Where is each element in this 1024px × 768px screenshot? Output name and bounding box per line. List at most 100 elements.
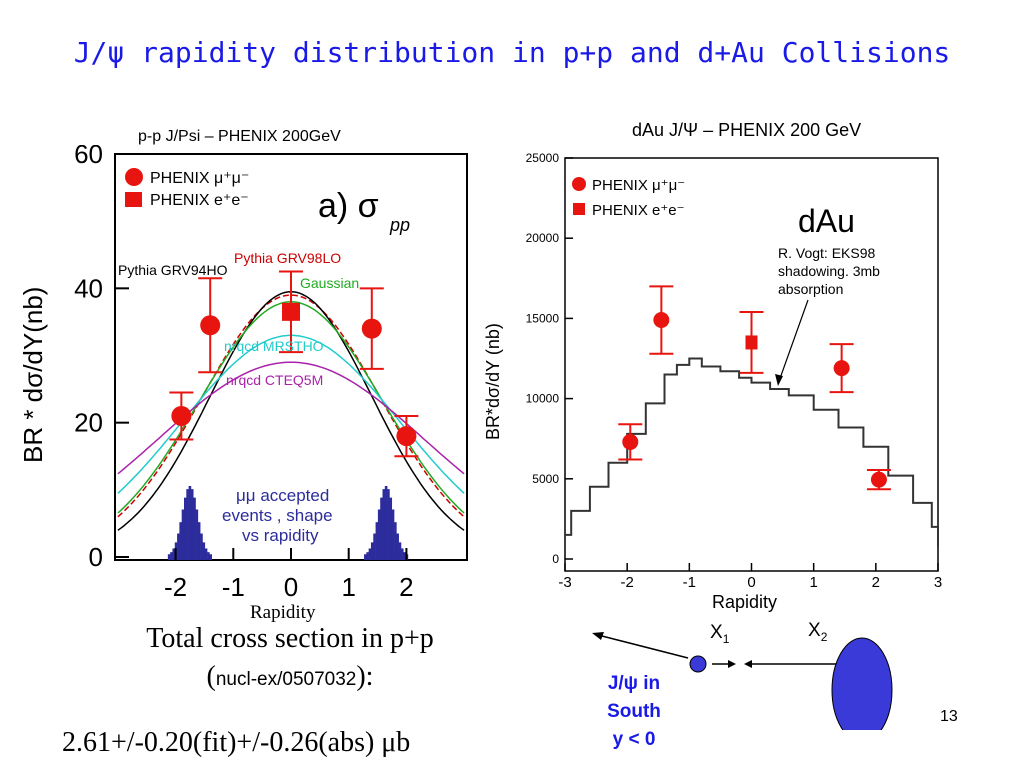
pp-hist-bar — [375, 522, 379, 560]
south-line-2: South — [607, 701, 661, 722]
pp-x-tick-label: 1 — [341, 572, 355, 602]
dau-point-mumu — [622, 433, 639, 450]
pp-hist-bar — [364, 554, 367, 560]
deuteron-circle — [689, 655, 707, 673]
pp-hist-bar — [403, 552, 406, 560]
pp-hist-bar — [370, 542, 374, 560]
pp-hist-bar — [190, 489, 194, 560]
dau-x-tick-label: 1 — [809, 574, 817, 591]
pp-hist-bar — [202, 542, 206, 560]
pp-curve-label-grv94: Pythia GRV94HO — [118, 262, 228, 278]
dau-rapidity-chart: dAu J/Ψ – PHENIX 200 GeV 0 5000 10000 15000… — [483, 120, 942, 612]
dau-y-tick-label: 10000 — [526, 392, 560, 406]
pp-curve-label-cteq5m: nrqcd CTEQ5M — [226, 372, 323, 388]
pp-hist-bar — [400, 548, 404, 560]
dau-x-tick-label: 2 — [872, 574, 880, 591]
pp-hist-bar — [177, 533, 180, 560]
pp-acceptance-line-3: vs rapidity — [242, 526, 319, 545]
jpsi-arrow-line — [597, 634, 689, 659]
dau-legend-circle-marker — [572, 177, 586, 191]
pp-hist-bar — [193, 497, 196, 560]
x2-text: X — [808, 620, 821, 641]
pp-hist-bar — [382, 489, 386, 560]
pp-hist-bar — [184, 497, 187, 560]
pp-legend-circle-marker — [125, 168, 143, 186]
pp-hist-bar — [167, 554, 171, 560]
dau-annotation-arrowhead — [775, 374, 783, 386]
pp-y-axis-label: BR * dσ/dY(nb) — [18, 287, 48, 463]
dau-annotation-line-2: shadowing. 3mb — [778, 263, 880, 279]
page-number: 13 — [940, 708, 958, 725]
pp-curve-label-mrstho: nrqcd MRSTHO — [224, 338, 324, 354]
dau-point-mumu — [870, 471, 887, 488]
dau-panel-label: dAu — [798, 203, 855, 239]
dau-x-ticks: -3 -2 -1 0 1 2 3 — [558, 563, 942, 591]
dau-x-tick-label: -1 — [683, 574, 696, 591]
dau-plot-title: dAu J/Ψ – PHENIX 200 GeV — [632, 120, 861, 140]
x2-label: X2 — [808, 620, 827, 644]
x1-text: X — [710, 622, 723, 643]
pp-hist-bar — [200, 533, 203, 560]
dau-data-points — [618, 285, 891, 491]
pp-x-tick-label: 0 — [284, 572, 298, 602]
jpsi-south-label: J/ψ in South y < 0 — [584, 670, 684, 754]
pp-legend-square-marker — [125, 192, 142, 207]
pp-hist-bar — [368, 548, 372, 560]
dau-legend-ee: PHENIX e⁺e⁻ — [592, 202, 685, 219]
pp-hist-bar — [207, 552, 210, 560]
pp-x-axis-label: Rapidity — [250, 602, 316, 623]
pp-acceptance-line-2: events , shape — [222, 506, 333, 525]
dau-y-axis-label: BR*dσ/dY (nb) — [483, 323, 503, 440]
dau-y-tick-label: 0 — [552, 552, 559, 566]
pp-hist-bar — [377, 509, 381, 560]
pp-hist-bar — [170, 552, 173, 560]
dau-x-tick-label: -3 — [558, 574, 571, 591]
pp-y-tick-label: 40 — [74, 273, 103, 303]
pp-point-mumu — [396, 426, 417, 447]
pp-panel-sub: pp — [389, 215, 410, 235]
pp-hist-bar — [186, 489, 189, 560]
pp-curve-label-grv98: Pythia GRV98LO — [234, 250, 341, 266]
pp-data-points — [169, 270, 419, 458]
ref-close-paren: ): — [356, 661, 374, 692]
deuteron-arrowhead — [728, 660, 736, 668]
total-cross-section-text: Total cross section in p+p (nucl-ex/0507… — [60, 620, 520, 699]
x1-sub: 1 — [722, 631, 730, 646]
south-line-3: y < 0 — [612, 729, 656, 750]
pp-hist-bar — [197, 522, 201, 560]
dau-x-tick-label: 3 — [934, 574, 942, 591]
arxiv-reference: nucl-ex/0507032 — [215, 669, 357, 690]
total-line-2: (nucl-ex/0507032): — [60, 658, 520, 699]
pp-y-tick-label: 60 — [74, 145, 103, 169]
cross-section-result: 2.61+/-0.20(fit)+/-0.26(abs) μb — [62, 727, 411, 758]
pp-hist-bar — [181, 509, 185, 560]
pp-hist-bar — [389, 497, 393, 560]
pp-y-tick-label: 0 — [89, 542, 103, 572]
pp-hist-bar — [179, 522, 182, 560]
dau-y-tick-label: 15000 — [526, 311, 560, 325]
pp-hist-bar — [366, 552, 369, 560]
pp-panel-label: a) σ — [318, 187, 379, 225]
gold-arrowhead — [744, 660, 752, 668]
pp-hist-bar — [384, 486, 388, 560]
x1-label: X1 — [710, 622, 729, 646]
pp-hist-bar — [172, 548, 176, 560]
pp-hist-bar — [387, 489, 390, 560]
dau-annotation-line-1: R. Vogt: EKS98 — [778, 245, 875, 261]
pp-curve-label-gaussian: Gaussian — [300, 275, 359, 291]
dau-annotation-line-3: absorption — [778, 281, 843, 297]
dau-x-axis-label: Rapidity — [712, 592, 777, 612]
pp-point-mumu — [171, 405, 192, 426]
pp-hist-bar — [195, 509, 199, 560]
dau-y-tick-label: 25000 — [526, 151, 560, 165]
x2-sub: 2 — [820, 629, 828, 644]
pp-point-ee — [282, 302, 300, 321]
pp-hist-bar — [391, 509, 395, 560]
dau-legend-mumu: PHENIX μ⁺μ⁻ — [592, 177, 685, 194]
pp-hist-bar — [373, 533, 376, 560]
dau-point-mumu — [653, 312, 670, 329]
dau-annotation-arrow — [777, 299, 809, 385]
dau-x-tick-label: -2 — [620, 574, 633, 591]
dau-y-tick-label: 5000 — [532, 472, 559, 486]
total-line-1: Total cross section in p+p — [146, 623, 434, 654]
